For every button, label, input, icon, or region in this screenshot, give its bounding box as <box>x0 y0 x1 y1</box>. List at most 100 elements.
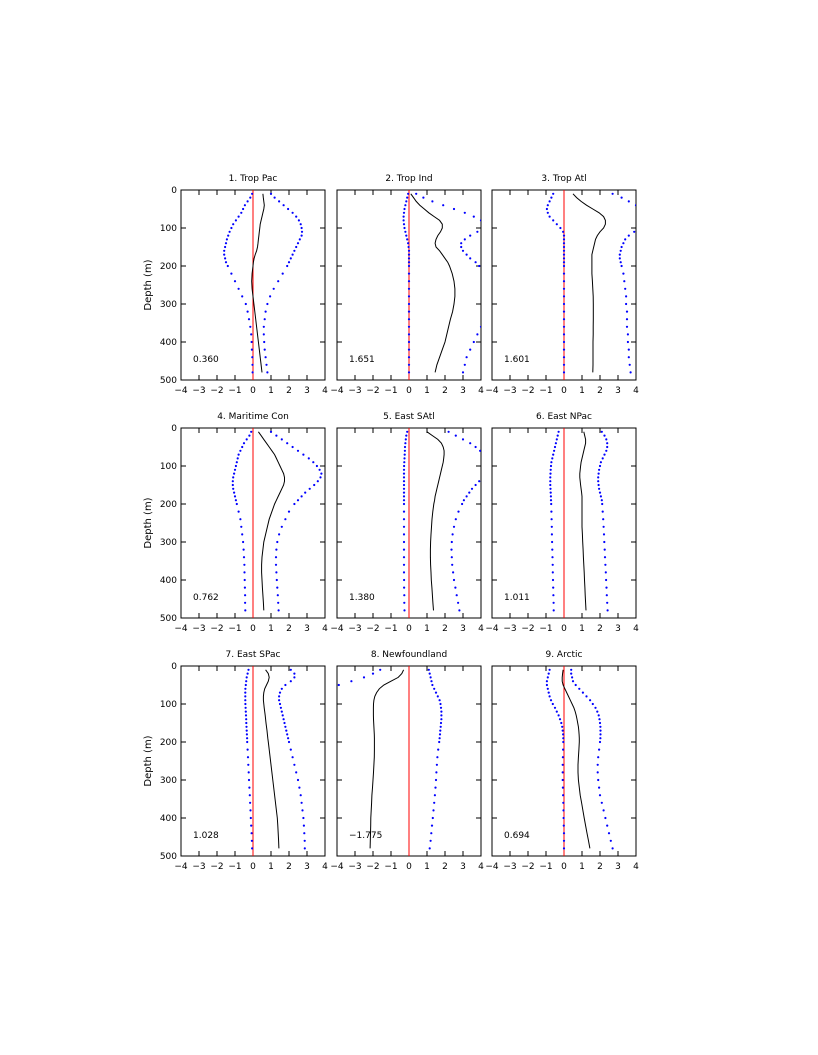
upper-bound-point <box>629 371 632 374</box>
upper-bound-point <box>274 556 278 559</box>
upper-bound-point <box>275 578 278 582</box>
upper-bound-point <box>302 824 305 827</box>
x-tick-label: 4 <box>322 624 328 634</box>
x-tick-label: 3 <box>460 862 466 872</box>
lower-bound-point <box>232 487 235 490</box>
lower-bound-point <box>249 325 252 328</box>
upper-bound-point <box>597 778 600 782</box>
x-tick-label: 0 <box>250 862 256 872</box>
lower-bound-point <box>552 609 555 612</box>
upper-bound-point <box>625 295 628 298</box>
lower-bound-point <box>239 449 242 452</box>
upper-bound-point <box>291 211 294 214</box>
y-tick-label: 400 <box>160 576 177 586</box>
upper-bound-point <box>287 510 291 513</box>
lower-bound-point <box>237 215 240 218</box>
lower-bound-point <box>562 234 566 237</box>
mean-profile-line <box>251 193 265 373</box>
lower-bound-point <box>241 533 244 536</box>
lower-bound-point <box>403 457 406 460</box>
lower-bound-point <box>553 706 557 709</box>
x-tick-label: −3 <box>192 386 205 396</box>
x-tick-label: 0 <box>406 862 412 872</box>
upper-bound-point <box>469 234 472 237</box>
upper-bound-point <box>452 578 456 582</box>
upper-bound-point <box>598 794 602 797</box>
upper-bound-point <box>461 371 465 374</box>
upper-bound-point <box>291 756 294 759</box>
lower-bound-point <box>245 718 248 721</box>
lower-bound-point <box>402 548 406 551</box>
upper-bound-point <box>472 340 475 344</box>
lower-bound-point <box>407 348 411 351</box>
upper-bound-point <box>297 219 300 222</box>
upper-bound-point <box>457 601 460 604</box>
upper-bound-point <box>454 434 457 437</box>
upper-bound-point <box>625 325 629 328</box>
panel-9: 9. Arctic −4 −3 −2 −1 0 1 2 3 4 0.694 <box>485 650 639 872</box>
x-tick-label: 0 <box>250 386 256 396</box>
panel-value-label: 0.360 <box>193 355 219 365</box>
upper-bound-point <box>427 668 430 671</box>
upper-bound-point <box>276 540 279 544</box>
x-tick-label: 2 <box>442 386 448 396</box>
lower-bound-point <box>561 729 564 732</box>
lower-bound-point <box>242 556 246 559</box>
upper-bound-point <box>277 601 280 604</box>
lower-bound-point <box>244 702 247 706</box>
upper-bound-point <box>463 363 466 366</box>
upper-bound-point <box>287 261 291 264</box>
panel-data <box>402 190 481 380</box>
lower-bound-point <box>549 464 553 468</box>
upper-bound-point <box>299 223 302 226</box>
upper-bound-point <box>300 230 304 233</box>
lower-bound-point <box>551 457 554 460</box>
lower-bound-point <box>562 340 566 344</box>
upper-bound-point <box>316 480 319 483</box>
upper-bound-point <box>451 563 454 566</box>
upper-bound-point <box>606 601 609 604</box>
lower-bound-point <box>403 445 407 449</box>
upper-bound-point <box>626 340 630 344</box>
lower-bound-point <box>337 683 340 687</box>
x-tick-label: −1 <box>539 624 552 634</box>
upper-bound-point <box>460 245 463 249</box>
upper-bound-point <box>284 518 287 521</box>
upper-bound-point <box>450 540 453 544</box>
upper-bound-point <box>469 348 472 351</box>
lower-bound-point <box>247 778 251 782</box>
lower-bound-point <box>247 763 250 766</box>
lower-bound-point <box>403 578 406 582</box>
lower-bound-point <box>407 310 411 313</box>
lower-bound-point <box>407 302 411 306</box>
upper-bound-point <box>457 510 460 513</box>
x-tick-label: 0 <box>406 386 412 396</box>
x-tick-label: −4 <box>330 862 344 872</box>
lower-bound-point <box>245 733 248 736</box>
x-tick-label: −2 <box>210 624 223 634</box>
upper-bound-point <box>430 680 433 683</box>
upper-bound-point <box>430 824 434 827</box>
lower-bound-point <box>402 468 406 471</box>
upper-bound-point <box>422 196 425 199</box>
lower-bound-point <box>552 453 555 456</box>
lower-bound-point <box>562 824 565 827</box>
lower-bound-point <box>560 721 563 725</box>
panel-title: 9. Arctic <box>545 650 582 660</box>
lower-bound-point <box>405 200 408 203</box>
lower-bound-point <box>223 253 226 256</box>
upper-bound-point <box>296 242 300 245</box>
lower-bound-point <box>402 483 406 487</box>
x-tick-label: −2 <box>521 386 534 396</box>
upper-bound-point <box>462 499 465 502</box>
lower-bound-point <box>405 434 408 437</box>
upper-bound-point <box>438 699 441 702</box>
lower-bound-point <box>549 468 552 471</box>
x-tick-label: 1 <box>424 386 430 396</box>
upper-bound-point <box>598 468 601 471</box>
lower-bound-point <box>402 476 406 479</box>
lower-bound-point <box>233 472 236 475</box>
x-tick-label: 2 <box>286 386 292 396</box>
lower-bound-point <box>546 676 549 679</box>
